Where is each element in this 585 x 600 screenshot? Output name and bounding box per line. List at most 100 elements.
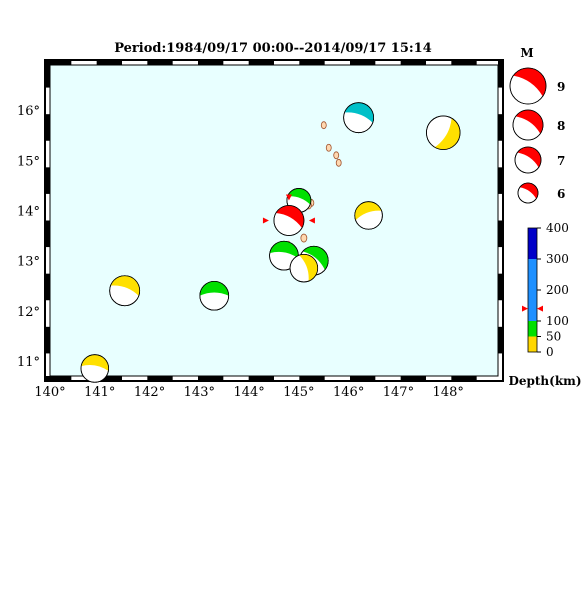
- longitude-tick-label: 144°: [233, 385, 264, 400]
- magnitude-legend-value: 9: [557, 80, 565, 94]
- frame-segment: [498, 61, 502, 88]
- beachball-quadrant: [275, 205, 304, 228]
- beachball-outline: [514, 146, 542, 174]
- latitude-tick-label: 13°: [17, 255, 40, 270]
- beachball-quadrant: [344, 102, 374, 123]
- longitude-tick-label: 141°: [84, 385, 115, 400]
- depth-tick-label: 100: [546, 314, 569, 328]
- earthquake-events: [80, 102, 461, 383]
- latitude-tick-label: 15°: [17, 154, 40, 169]
- depth-tick-label: 50: [546, 330, 561, 344]
- earthquake-beachball: [262, 194, 315, 247]
- frame-segment: [46, 376, 72, 380]
- depth-marker-left: [522, 305, 528, 312]
- beachball-quadrant: [269, 241, 299, 259]
- frame-segment: [400, 61, 426, 65]
- longitude-tick-label: 147°: [383, 385, 414, 400]
- longitude-tick-label: 146°: [333, 385, 364, 400]
- longitude-tick-label: 143°: [184, 385, 215, 400]
- beachball-quadrant: [519, 182, 538, 199]
- latitude-tick-label: 11°: [17, 355, 40, 370]
- frame-segment: [451, 376, 477, 380]
- beachball-quadrant: [110, 275, 140, 296]
- depth-legend: Depth(km) 400 300 200 100 500: [508, 221, 581, 388]
- frame-segment: [498, 114, 502, 141]
- magnitude-legend-item: 7: [514, 146, 565, 174]
- longitude-tick-label: 148°: [433, 385, 464, 400]
- beachball-quadrant: [517, 147, 541, 168]
- earthquake-beachball: [426, 115, 461, 150]
- depth-tick-label: 200: [546, 283, 569, 297]
- depth-legend-label: Depth(km): [508, 374, 581, 388]
- beachball-quadrant: [81, 354, 109, 371]
- magnitude-legend-value: 6: [557, 187, 565, 201]
- frame-segment: [96, 61, 122, 65]
- magnitude-legend-value: 8: [557, 119, 565, 133]
- frame-segment: [248, 61, 274, 65]
- beachball-quadrant: [287, 188, 311, 205]
- beachball-outline: [273, 205, 305, 236]
- frame-segment: [498, 167, 502, 194]
- depth-tick-label: 400: [546, 221, 569, 235]
- beachball-quadrant: [299, 254, 318, 282]
- latitude-tick-label: 12°: [17, 305, 40, 320]
- frame-segment: [498, 326, 502, 354]
- earthquake-beachball: [80, 354, 110, 383]
- depth-tick-label: 0: [546, 345, 554, 359]
- earthquake-beachball: [199, 280, 230, 311]
- beachball-outline: [426, 115, 461, 150]
- selected-marker: [308, 217, 315, 224]
- beachball-outline: [80, 354, 110, 383]
- beachball-quadrant: [434, 118, 461, 150]
- beachball-outline: [512, 109, 544, 141]
- frame-segment: [46, 273, 50, 301]
- magnitude-legend-item: 9: [509, 67, 565, 105]
- beachball-quadrant: [354, 201, 382, 221]
- frame-segment: [498, 220, 502, 248]
- beachball-outline: [343, 102, 375, 134]
- frame-segment: [350, 61, 376, 65]
- depth-band-300-400: [528, 228, 537, 259]
- frame-segment: [46, 114, 50, 141]
- earthquake-beachball: [289, 253, 319, 283]
- selected-marker: [262, 217, 269, 224]
- frame-segment: [147, 61, 173, 65]
- depth-tick-label: 300: [546, 252, 569, 266]
- magnitude-legend-title: M: [520, 46, 533, 60]
- magnitude-legend: M 9 8 7 6: [509, 46, 565, 204]
- island: [325, 143, 332, 152]
- frame-segment: [46, 61, 50, 88]
- frame-segment: [299, 376, 325, 380]
- latitude-axis: 11° 12° 13° 14° 15° 16°: [17, 104, 40, 370]
- depth-marker-right: [537, 305, 543, 312]
- frame-segment: [198, 376, 224, 380]
- beachball-quadrant: [515, 109, 543, 134]
- beachball-quadrant: [302, 246, 329, 270]
- beachball-outline: [289, 253, 319, 283]
- map-title: Period:1984/09/17 00:00--2014/09/17 15:1…: [114, 41, 432, 56]
- beachball-outline: [199, 280, 230, 311]
- magnitude-legend-value: 7: [557, 154, 565, 168]
- frame-segment: [299, 61, 325, 65]
- beachball-outline: [354, 201, 383, 230]
- longitude-axis: 140° 141° 142° 143° 144° 145° 146° 147° 148°: [34, 385, 464, 400]
- frame-segment: [46, 220, 50, 248]
- depth-band-50-100: [528, 321, 537, 337]
- depth-band-0-50: [528, 336, 537, 352]
- frame-segment: [46, 61, 72, 65]
- frame-segment: [147, 376, 173, 380]
- beachball-outline: [109, 275, 141, 307]
- frame-segment: [46, 326, 50, 354]
- selected-marker: [285, 194, 292, 201]
- beachball-outline: [517, 182, 539, 204]
- earthquake-beachball: [109, 275, 141, 307]
- magnitude-legend-item: 8: [512, 109, 565, 141]
- beachball-quadrant: [199, 281, 229, 296]
- longitude-tick-label: 142°: [134, 385, 165, 400]
- frame-segment: [350, 376, 376, 380]
- frame-segment: [46, 167, 50, 194]
- frame-segment: [498, 273, 502, 301]
- longitude-tick-label: 145°: [283, 385, 314, 400]
- beachball-outline: [509, 67, 547, 105]
- frame-segment: [400, 376, 426, 380]
